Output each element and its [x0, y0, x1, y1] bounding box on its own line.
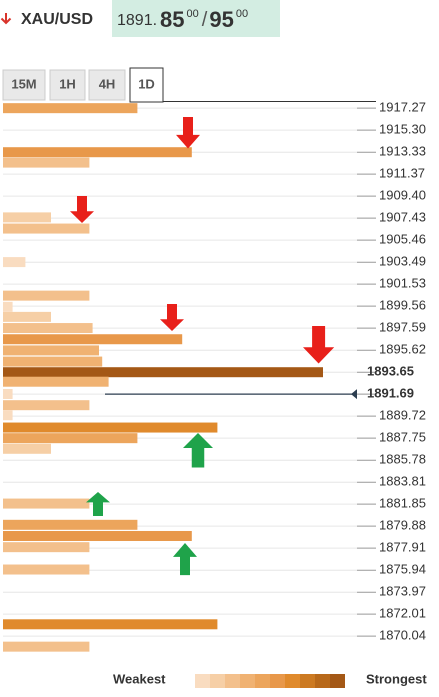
- y-tick-label: 1911.37: [379, 166, 425, 181]
- y-tick-label: 1887.75: [379, 430, 426, 445]
- confluence-bar: [3, 542, 90, 553]
- confluence-bar: [3, 433, 138, 444]
- y-tick-label: 1885.78: [379, 452, 426, 467]
- confluence-bar: [3, 641, 90, 652]
- chart: 1917.27 1915.30 1913.33 1911.37 1909.40 1907.…: [3, 100, 426, 652]
- legend-swatch: [330, 674, 345, 688]
- ask-small: 00: [236, 8, 248, 20]
- y-tick-label: 1872.01: [379, 606, 426, 621]
- y-tick-label: 1895.62: [379, 342, 426, 357]
- confluence-bar: [3, 103, 138, 114]
- confluence-bar: [3, 422, 218, 433]
- confluence-bar: [3, 519, 138, 530]
- y-tick-label: 1903.49: [379, 254, 426, 269]
- y-tick-label: 1881.85: [379, 496, 426, 511]
- down-arrow: [176, 117, 200, 149]
- confluence-bar: [3, 367, 323, 378]
- confluence-bar: [3, 257, 26, 268]
- legend-weakest: Weakest: [113, 671, 166, 686]
- tab-label[interactable]: 15M: [11, 76, 36, 91]
- tabs: 15M 1H 4H 1D: [2, 67, 376, 103]
- y-tick-label: 1877.91: [379, 540, 426, 555]
- y-tick-label: 1879.88: [379, 518, 426, 533]
- confluence-bar: [3, 334, 183, 345]
- y-tick-label: 1883.81: [379, 474, 426, 489]
- confluence-bar: [3, 443, 51, 454]
- down-arrow: [303, 326, 335, 364]
- confluence-bar: [3, 345, 99, 356]
- confluence-bar: [3, 564, 90, 575]
- y-tick-label: 1875.94: [379, 562, 426, 577]
- tab[interactable]: [129, 67, 164, 103]
- signals: [70, 117, 335, 576]
- confluence-bar: [3, 619, 218, 630]
- confluence-bar: [3, 223, 90, 234]
- price: 1891. 85 00/95 00: [117, 7, 248, 32]
- legend-swatch: [285, 674, 300, 688]
- y-tick-label: 1873.97: [379, 584, 426, 599]
- confluence-bar: [3, 400, 90, 411]
- price-prefix: 1891.: [117, 12, 157, 29]
- legend-swatch: [300, 674, 315, 688]
- legend: Weakest Strongest: [113, 671, 427, 688]
- ask: 95: [209, 7, 233, 32]
- confluence-bar: [3, 376, 109, 387]
- down-arrow: [160, 304, 184, 331]
- confluence-bar: [3, 290, 90, 301]
- confluence-bar: [3, 323, 93, 334]
- legend-swatch: [210, 674, 225, 688]
- tab[interactable]: [2, 69, 46, 101]
- header: XAU/USD 1891. 85 00/95 00: [0, 0, 280, 37]
- symbol: XAU/USD: [21, 11, 93, 28]
- y-tick-label: 1917.27: [379, 100, 426, 115]
- legend-swatch: [225, 674, 240, 688]
- legend-swatch: [270, 674, 285, 688]
- current-price-marker: [351, 389, 357, 400]
- y-tick-label: 1889.72: [379, 408, 426, 423]
- legend-strongest: Strongest: [366, 671, 427, 686]
- y-tick-label: 1909.40: [379, 188, 426, 203]
- legend-swatch: [195, 674, 210, 688]
- confluence-bar: [3, 157, 90, 168]
- tab[interactable]: [88, 69, 126, 101]
- y-tick-label: 1897.59: [379, 320, 426, 335]
- confluence-bar: [3, 498, 90, 509]
- legend-swatch: [255, 674, 270, 688]
- confluence-bar: [3, 301, 13, 312]
- down-arrow: [70, 196, 94, 223]
- y-tick-label: 1893.65: [367, 364, 414, 379]
- tab-label[interactable]: 1D: [138, 76, 155, 91]
- trend-arrow: [0, 13, 12, 25]
- y-tick-label: 1907.43: [379, 210, 426, 225]
- confluence-bar: [3, 311, 51, 322]
- confluence-bar: [3, 530, 192, 541]
- y-tick-label: 1905.46: [379, 232, 426, 247]
- price-box: [112, 0, 280, 37]
- y-tick-label: 1899.56: [379, 298, 426, 313]
- y-tick-label: 1913.33: [379, 144, 426, 159]
- y-tick-label: 1901.53: [379, 276, 426, 291]
- y-tick-label: 1915.30: [379, 122, 426, 137]
- bid-small: 00: [187, 8, 199, 20]
- tab[interactable]: [49, 69, 86, 101]
- separator: /: [202, 9, 208, 31]
- confluence-bar: [3, 389, 13, 400]
- bid: 85: [160, 7, 184, 32]
- tab-label[interactable]: 1H: [59, 76, 76, 91]
- confluence-bar: [3, 356, 103, 367]
- confluence-bar: [3, 212, 51, 223]
- y-tick-label: 1870.04: [379, 628, 426, 643]
- legend-swatch: [240, 674, 255, 688]
- legend-swatch: [315, 674, 330, 688]
- confluence-bar: [3, 147, 192, 158]
- confluence-bar: [3, 410, 13, 421]
- tab-label[interactable]: 4H: [99, 76, 116, 91]
- y-tick-label: 1891.69: [367, 386, 414, 401]
